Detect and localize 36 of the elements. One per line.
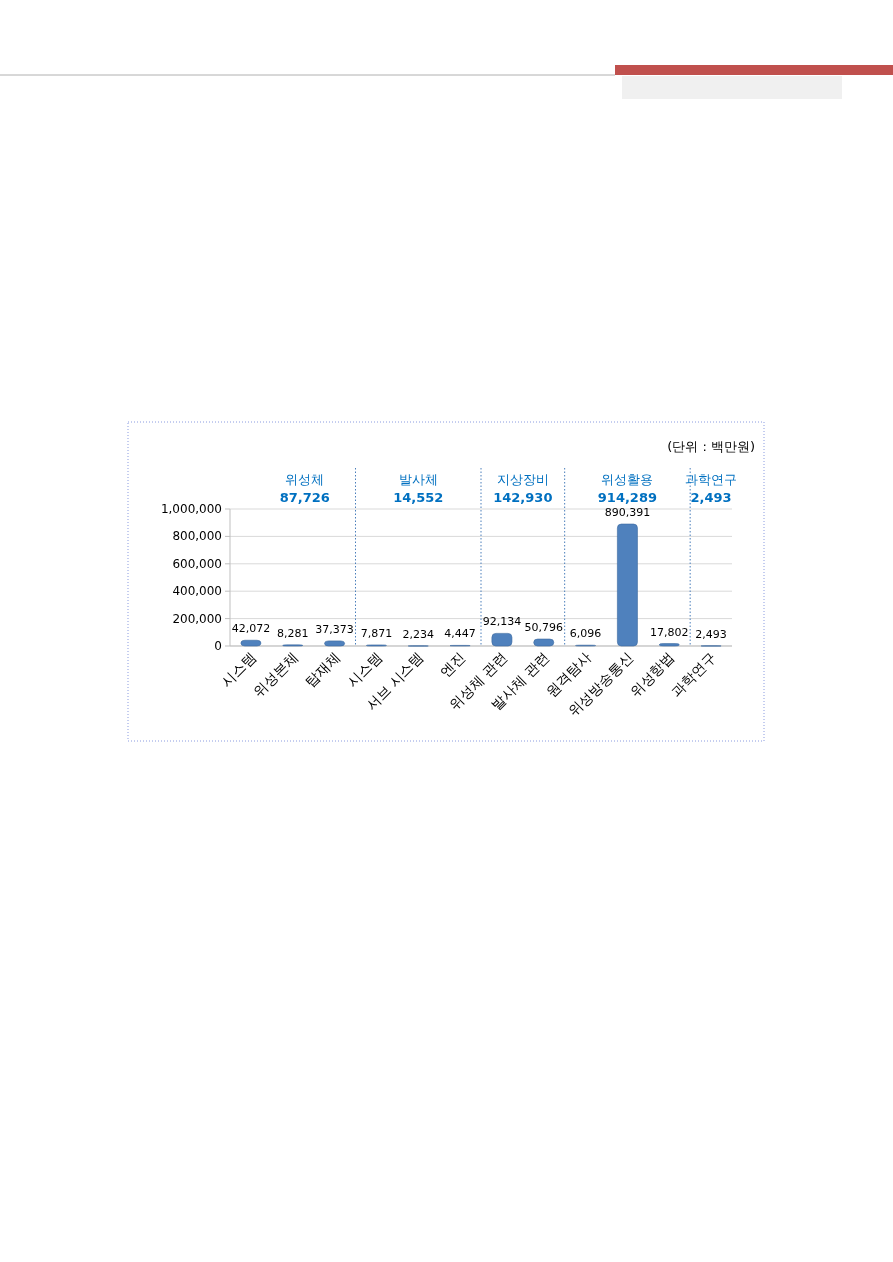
text: 지상장비 <box>496 472 549 487</box>
text: 914,289 <box>597 490 658 505</box>
data-label: 92,134 <box>482 615 522 629</box>
text: 위성활용 <box>601 472 654 487</box>
y-tick-label: 1,000,000 <box>160 502 222 516</box>
text: 142,930 <box>493 490 553 505</box>
text: 14,552 <box>393 490 444 505</box>
bar <box>658 643 680 647</box>
data-label: 2,493 <box>695 627 727 641</box>
data-label: 6,096 <box>569 627 602 641</box>
y-tick-label: 0 <box>214 639 222 653</box>
y-tick-label: 800,000 <box>172 529 222 544</box>
x-tick-label: 엔진 <box>437 648 469 680</box>
bar <box>240 639 262 647</box>
data-label: 7,871 <box>360 626 393 640</box>
text: 87,726 <box>279 490 330 505</box>
y-tick-label: 600,000 <box>172 556 222 571</box>
bar <box>491 633 513 647</box>
data-label: 8,281 <box>277 626 309 640</box>
data-label: 50,796 <box>524 621 563 635</box>
text: 2,493 <box>690 490 732 505</box>
text: 발사체 <box>398 472 438 487</box>
text: 위성체 <box>285 472 325 487</box>
data-label: 42,072 <box>231 622 271 636</box>
y-tick-label: 200,000 <box>172 611 222 626</box>
data-label: 17,802 <box>650 625 689 639</box>
data-label: 37,373 <box>315 622 354 636</box>
text: 과학연구 <box>685 472 738 487</box>
bar <box>324 640 345 647</box>
y-tick-label: 400,000 <box>172 584 222 599</box>
text: (단위 : 백만원) <box>667 439 755 454</box>
bar <box>533 638 555 647</box>
data-label: 2,234 <box>402 627 434 641</box>
bar <box>617 523 638 647</box>
data-label: 4,447 <box>444 627 476 641</box>
data-label: 890,391 <box>604 506 651 520</box>
